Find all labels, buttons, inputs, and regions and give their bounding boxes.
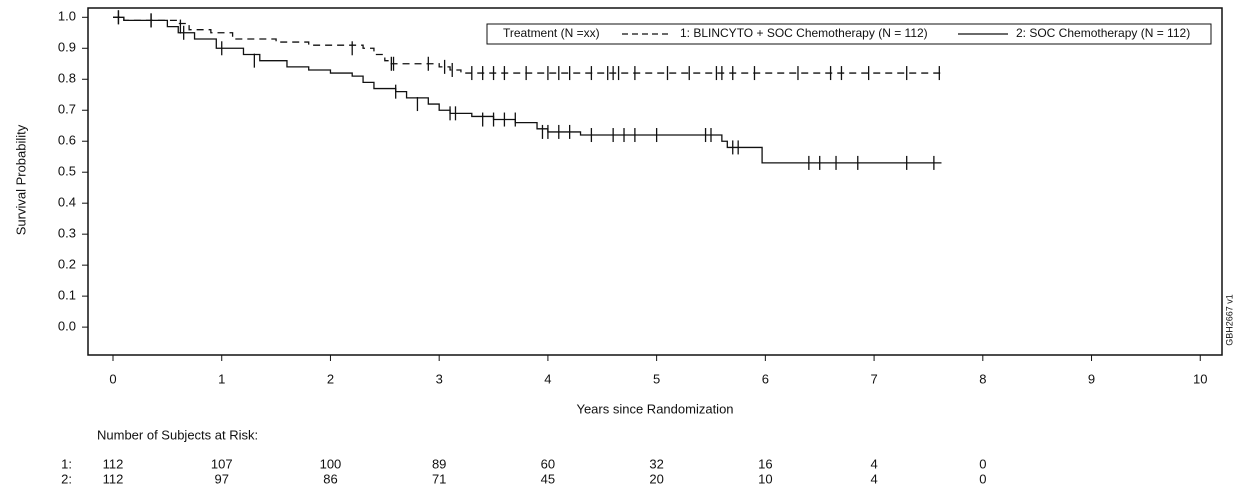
x-tick-label: 7 bbox=[870, 371, 877, 386]
risk-count: 86 bbox=[323, 471, 337, 486]
y-tick-label: 0.2 bbox=[58, 257, 76, 272]
x-tick-label: 1 bbox=[218, 371, 225, 386]
x-tick-label: 6 bbox=[762, 371, 769, 386]
risk-count: 71 bbox=[432, 471, 446, 486]
x-tick-label: 10 bbox=[1193, 371, 1207, 386]
risk-count: 97 bbox=[214, 471, 228, 486]
plot-frame bbox=[87, 7, 1223, 356]
x-tick-label: 2 bbox=[327, 371, 334, 386]
risk-count: 45 bbox=[541, 471, 555, 486]
risk-count: 0 bbox=[979, 471, 986, 486]
x-axis-label: Years since Randomization bbox=[576, 401, 733, 416]
y-tick-label: 0.9 bbox=[58, 40, 76, 55]
x-tick-label: 9 bbox=[1088, 371, 1095, 386]
risk-row-label: 2: bbox=[61, 471, 72, 486]
risk-table-title: Number of Subjects at Risk: bbox=[97, 427, 258, 442]
y-tick-label: 1.0 bbox=[58, 9, 76, 24]
risk-count: 112 bbox=[103, 471, 124, 486]
risk-count: 0 bbox=[979, 456, 986, 471]
y-tick-label: 0.5 bbox=[58, 164, 76, 179]
legend-title: Treatment (N =xx) bbox=[503, 26, 600, 40]
risk-count: 16 bbox=[758, 456, 772, 471]
risk-count: 32 bbox=[649, 456, 663, 471]
legend-box bbox=[486, 23, 1212, 45]
risk-count: 100 bbox=[320, 456, 342, 471]
risk-count: 107 bbox=[211, 456, 233, 471]
risk-count: 4 bbox=[870, 471, 877, 486]
risk-row-label: 1: bbox=[61, 456, 72, 471]
x-tick-label: 4 bbox=[544, 371, 551, 386]
risk-count: 112 bbox=[103, 456, 124, 471]
risk-count: 89 bbox=[432, 456, 446, 471]
risk-count: 4 bbox=[870, 456, 877, 471]
y-tick-label: 0.3 bbox=[58, 226, 76, 241]
side-note: GBH2667 v1 bbox=[1224, 294, 1234, 346]
risk-count: 20 bbox=[649, 471, 663, 486]
y-tick-label: 0.1 bbox=[58, 288, 76, 303]
legend-label: 2: SOC Chemotherapy (N = 112) bbox=[1016, 26, 1190, 40]
survival-curve bbox=[113, 16, 942, 74]
y-tick-label: 0.6 bbox=[58, 133, 76, 148]
y-axis-label: Survival Probability bbox=[13, 124, 28, 235]
risk-count: 60 bbox=[541, 456, 555, 471]
y-tick-label: 0.7 bbox=[58, 102, 76, 117]
y-tick-label: 0.0 bbox=[58, 319, 76, 334]
x-tick-label: 8 bbox=[979, 371, 986, 386]
x-tick-label: 5 bbox=[653, 371, 660, 386]
x-tick-label: 3 bbox=[436, 371, 443, 386]
risk-count: 10 bbox=[758, 471, 772, 486]
y-tick-label: 0.8 bbox=[58, 71, 76, 86]
x-tick-label: 0 bbox=[109, 371, 116, 386]
y-tick-label: 0.4 bbox=[58, 195, 76, 210]
legend-label: 1: BLINCYTO + SOC Chemotherapy (N = 112) bbox=[680, 26, 928, 40]
